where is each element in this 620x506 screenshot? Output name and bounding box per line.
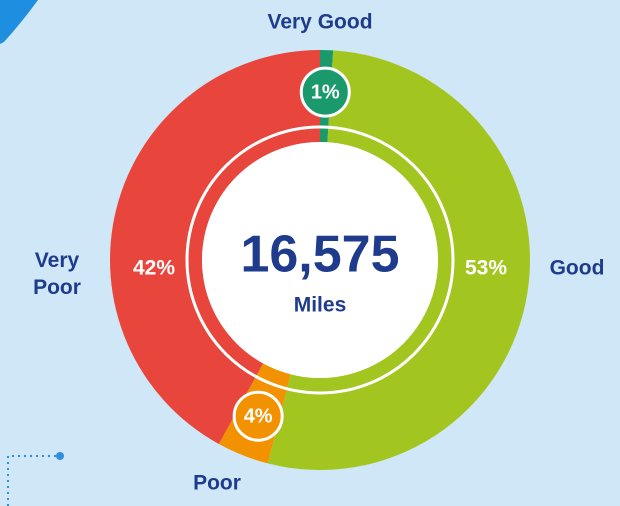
badge — [299, 66, 351, 118]
center-value: 16,575 — [240, 226, 399, 284]
category-label: Poor — [193, 471, 241, 495]
badge — [232, 390, 284, 442]
value-label: 1% — [311, 81, 340, 103]
value-label: 4% — [244, 405, 273, 427]
segment — [267, 50, 531, 470]
category-label: Very Poor — [33, 249, 81, 299]
decoration — [56, 452, 64, 460]
value-label: 42% — [133, 257, 175, 280]
inner-ring — [185, 125, 455, 395]
decoration — [0, 0, 38, 44]
value-label: 53% — [465, 257, 507, 280]
category-label: Good — [549, 256, 605, 280]
segment — [109, 50, 320, 445]
category-label: Very Good — [267, 10, 373, 34]
center-unit: Miles — [294, 294, 347, 317]
center-disc — [202, 142, 438, 378]
decoration — [7, 455, 58, 506]
